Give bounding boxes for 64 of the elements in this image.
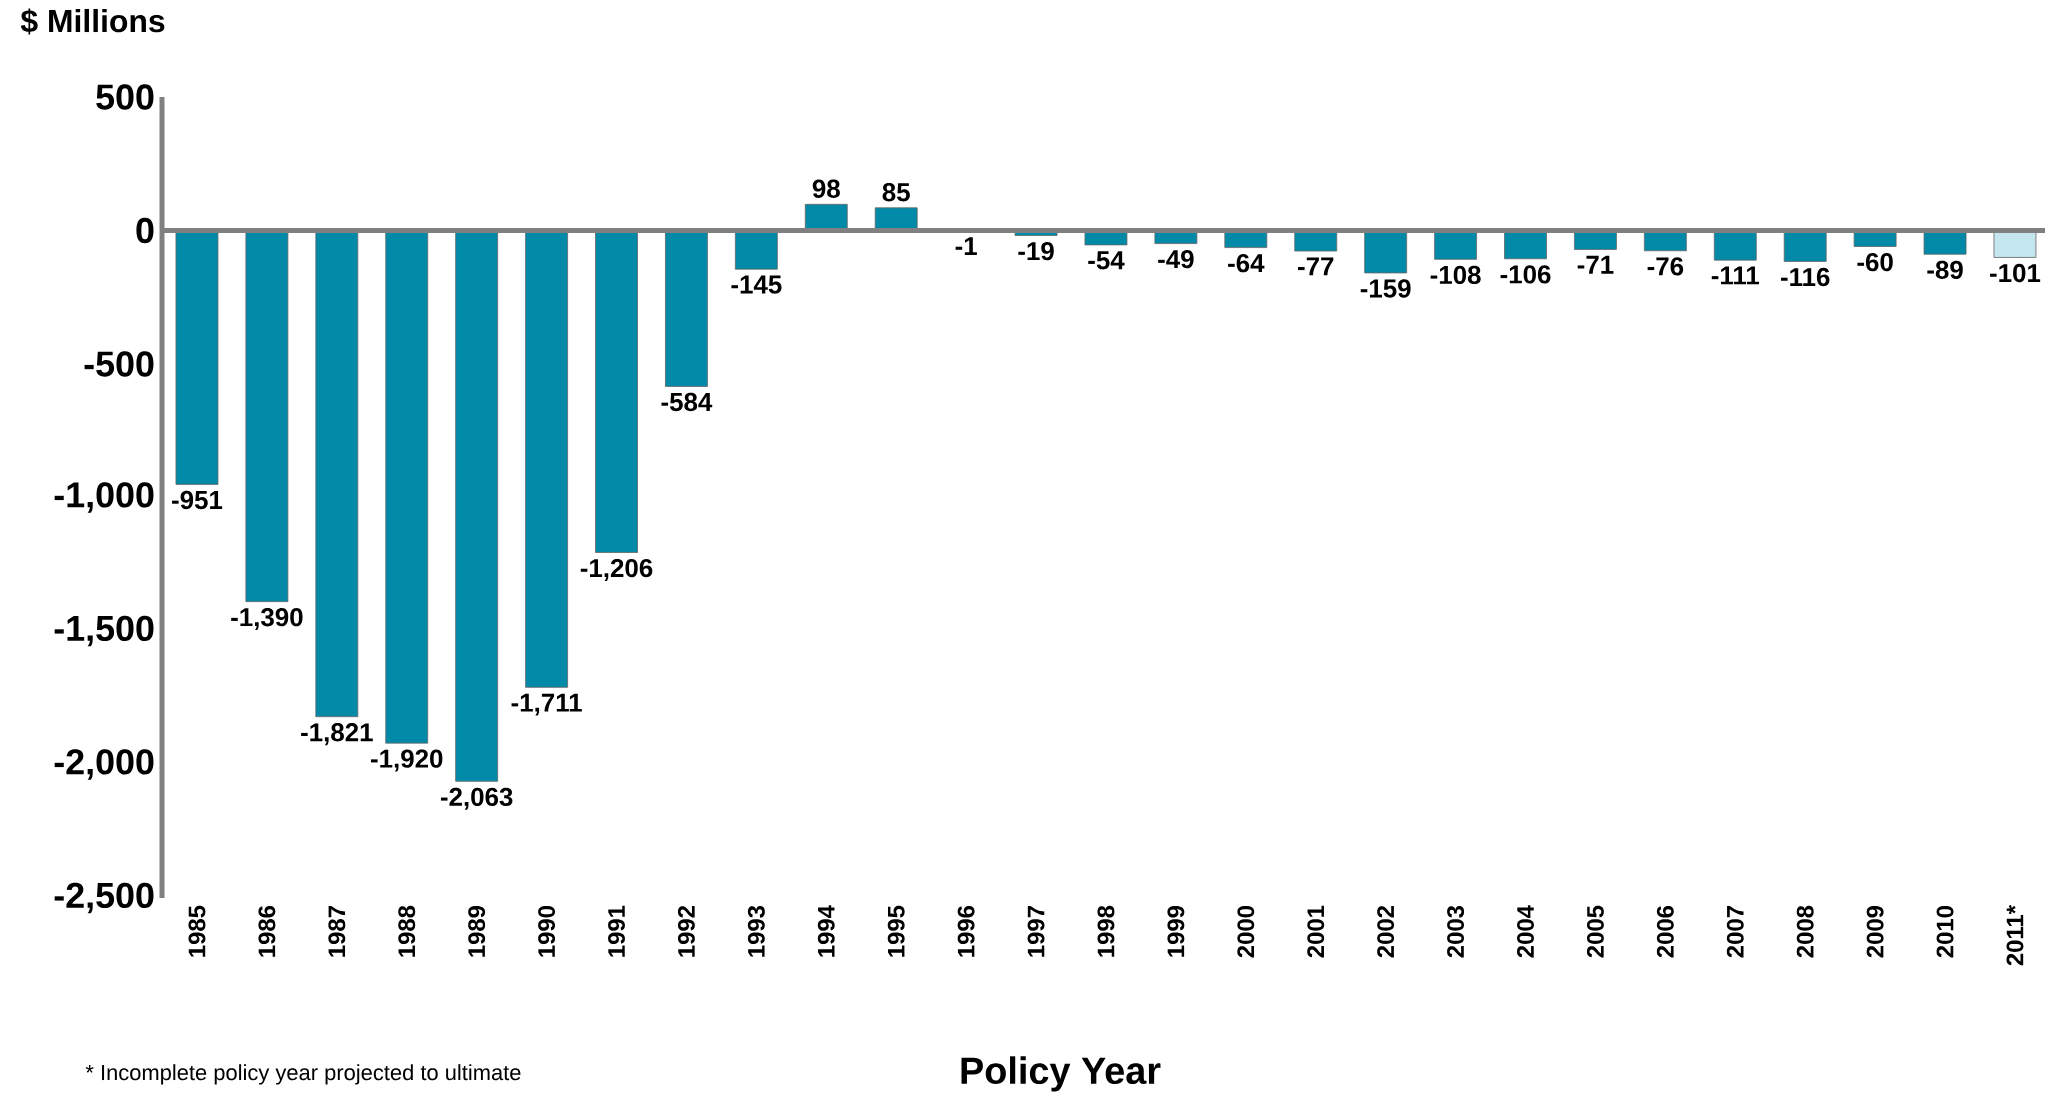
x-tick-label: 1991 [608,905,625,957]
data-label: -1,390 [231,608,303,631]
data-label: -19 [1018,241,1054,261]
data-label: -1,920 [371,749,443,772]
x-tick-label: 2006 [1656,905,1674,958]
x-tick-label: 1999 [1167,905,1185,957]
data-label: -116 [1780,267,1830,287]
data-label: 85 [882,183,910,202]
data-label: -584 [661,392,713,412]
x-tick-label: 1998 [1097,905,1115,957]
y-tick-label: -2,500 [54,882,154,914]
data-label: -64 [1228,253,1265,273]
text: * Incomplete policy year projected to ultimate [85,1064,521,1085]
y-tick-label: -1,500 [54,615,154,647]
x-tick-label: 1986 [258,905,276,957]
x-tick-label: 1997 [1027,906,1045,957]
x-tick-label: 1987 [328,906,346,957]
y-tick-label: 500 [96,84,154,110]
x-tick-label: 2003 [1447,905,1465,958]
data-label: -101 [1990,263,2041,283]
x-axis-title: Policy Year [961,1056,1161,1092]
x-tick-label: 2007 [1726,906,1744,958]
x-tick-label: 1988 [398,905,416,957]
x-tick-label: 1993 [747,905,765,957]
x-tick-label: 1989 [468,905,486,957]
x-tick-label: 1985 [188,905,206,957]
data-label: -145 [731,275,782,294]
x-tick-label: 2004 [1517,905,1534,958]
data-label: -49 [1158,249,1194,269]
data-label: -106 [1500,265,1551,284]
data-label: -60 [1857,252,1893,272]
x-tick-label: 1995 [887,905,905,957]
data-label: -89 [1927,260,1963,279]
y-tick-label: -2,000 [54,749,154,780]
x-tick-label: 2001 [1307,905,1325,958]
y-tick-label: -1,000 [54,482,154,513]
data-label: -111 [1711,266,1760,285]
data-label: -108 [1430,265,1481,285]
y-axis-title: $ Millions [20,8,165,35]
data-label: -159 [1360,279,1411,298]
data-label: -951 [172,490,223,510]
x-tick-label: 2011* [2006,905,2024,966]
x-tick-label: 2002 [1377,906,1395,958]
data-label: -1,821 [301,723,373,746]
x-tick-label: 2010 [1936,906,1954,958]
data-label: -71 [1577,255,1614,274]
data-label: -1,206 [580,558,653,581]
x-tick-label: 1990 [538,906,556,957]
x-tick-label: 1992 [677,906,695,957]
data-label: -1 [955,237,977,255]
x-tick-label: 2000 [1237,906,1255,958]
data-label: -76 [1647,257,1684,276]
x-tick-label: 1994 [817,905,835,957]
x-tick-label: 1996 [957,905,975,957]
data-label: -77 [1298,257,1334,276]
data-label: -2,063 [440,787,513,810]
y-tick-label: 0 [136,217,154,244]
x-tick-label: 2009 [1866,905,1884,958]
data-label: 98 [812,179,840,198]
y-tick-label: -500 [84,351,154,377]
data-label: -54 [1088,251,1125,270]
data-label: -1,711 [511,693,582,716]
x-tick-label: 2005 [1586,905,1604,958]
x-tick-label: 2008 [1796,905,1814,958]
